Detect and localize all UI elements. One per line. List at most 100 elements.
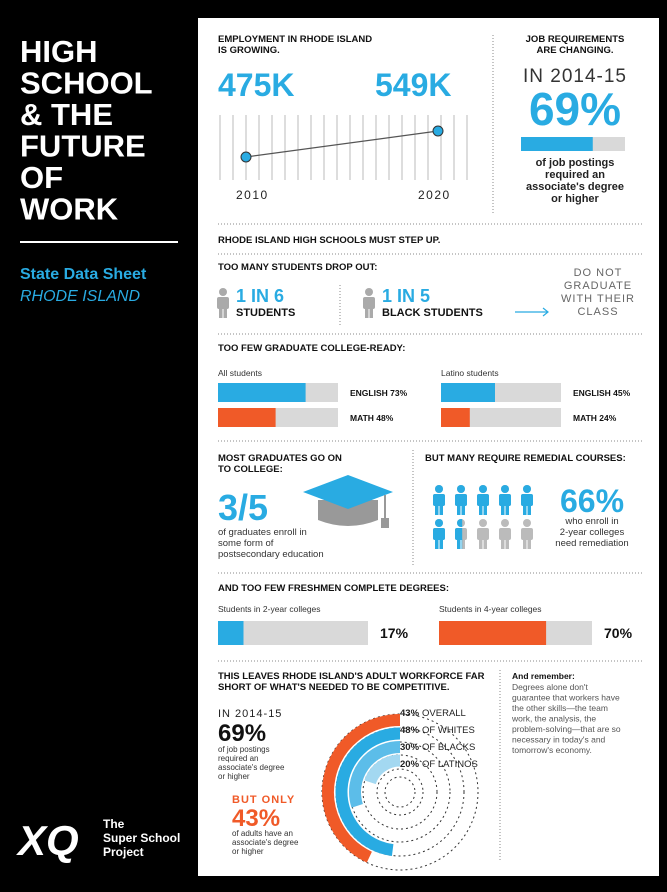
icon-body bbox=[521, 494, 533, 506]
group-name: All students bbox=[218, 368, 262, 378]
percent-value: 69% bbox=[529, 83, 621, 135]
icon-head bbox=[479, 485, 487, 493]
employment-end: 549K bbox=[375, 67, 452, 103]
sidebar-state: RHODE ISLAND bbox=[20, 288, 140, 305]
icon-head bbox=[479, 519, 487, 527]
bar-label: MATH 48% bbox=[350, 413, 394, 423]
icon-leg bbox=[457, 505, 461, 515]
bar bbox=[218, 621, 244, 645]
bar-track bbox=[441, 408, 561, 427]
person-icon bbox=[433, 519, 445, 549]
bar-label: 70% bbox=[604, 625, 633, 641]
section-title: TO COLLEGE: bbox=[218, 464, 283, 475]
section-title: EMPLOYMENT IN RHODE ISLAND bbox=[218, 34, 372, 45]
section-title: IS GROWING. bbox=[218, 45, 280, 56]
section-title: TOO MANY STUDENTS DROP OUT: bbox=[218, 262, 377, 273]
logo-text: Project bbox=[103, 845, 144, 859]
sidebar-title: WORK bbox=[20, 192, 119, 227]
bar-label: ENGLISH 45% bbox=[573, 388, 631, 398]
section-title: AND TOO FEW FRESHMEN COMPLETE DEGREES: bbox=[218, 583, 449, 594]
group-name: Students in 2-year colleges bbox=[218, 604, 321, 614]
outcome: DO NOT bbox=[574, 267, 623, 279]
reminder-title: And remember: bbox=[512, 671, 575, 681]
percent-value: 43% bbox=[232, 805, 280, 832]
ratio: 1 IN 5 bbox=[382, 286, 430, 306]
icon-leg bbox=[479, 539, 483, 549]
sidebar-title: FUTURE bbox=[20, 129, 146, 164]
note: of graduates enroll in bbox=[218, 527, 307, 538]
icon-head bbox=[457, 485, 465, 493]
bar bbox=[521, 137, 593, 151]
bar bbox=[441, 383, 495, 402]
icon-body bbox=[455, 528, 463, 540]
bar bbox=[439, 621, 547, 645]
section-title: MOST GRADUATES GO ON bbox=[218, 453, 342, 464]
ring-arc bbox=[349, 741, 401, 808]
ring-label: 20% OF LATINOS bbox=[400, 759, 478, 770]
person-icon bbox=[217, 288, 229, 318]
icon-leg bbox=[365, 308, 369, 318]
note: of adults have an bbox=[232, 829, 293, 838]
note: required an bbox=[545, 169, 605, 181]
person-icon bbox=[521, 485, 533, 515]
year-label: 2010 bbox=[236, 188, 269, 202]
icon-leg bbox=[527, 539, 531, 549]
icon-body bbox=[477, 494, 489, 506]
section-title: RHODE ISLAND HIGH SCHOOLS MUST STEP UP. bbox=[218, 235, 440, 246]
section-title: TOO FEW GRADUATE COLLEGE-READY: bbox=[218, 343, 405, 354]
sidebar-subtitle: State Data Sheet bbox=[20, 266, 147, 283]
percent-value: 69% bbox=[218, 720, 266, 747]
icon-leg bbox=[219, 308, 223, 318]
note: need remediation bbox=[555, 538, 628, 549]
ring-value: 20% bbox=[400, 759, 420, 770]
ratio-label: BLACK STUDENTS bbox=[382, 307, 483, 319]
section-title: BUT MANY REQUIRE REMEDIAL COURSES: bbox=[425, 453, 626, 464]
icon-body bbox=[217, 297, 229, 309]
note: 2-year colleges bbox=[560, 527, 625, 538]
trend-line bbox=[245, 130, 439, 158]
icon-leg bbox=[461, 539, 465, 549]
reminder-text: tomorrow's economy. bbox=[512, 745, 592, 755]
note: or higher bbox=[218, 772, 250, 781]
period: IN 2014-15 bbox=[523, 66, 627, 87]
sidebar-title: & THE bbox=[20, 97, 113, 132]
section-title: JOB REQUIREMENTS bbox=[526, 34, 625, 45]
employment-start: 475K bbox=[218, 67, 295, 103]
reminder-text: the other skills—the team bbox=[512, 703, 608, 713]
note: or higher bbox=[232, 847, 264, 856]
fraction: 3/5 bbox=[218, 487, 268, 528]
icon-body bbox=[433, 528, 445, 540]
icon-leg bbox=[479, 505, 483, 515]
year-label: 2020 bbox=[418, 188, 451, 202]
note: associate's degree bbox=[232, 838, 299, 847]
icon-leg bbox=[505, 505, 509, 515]
icon-leg bbox=[501, 539, 505, 549]
icon-leg bbox=[505, 539, 509, 549]
contrast: BUT ONLY bbox=[232, 794, 295, 806]
icon-leg bbox=[435, 539, 439, 549]
arrow bbox=[515, 307, 549, 317]
icon-head bbox=[501, 519, 509, 527]
ratio: 1 IN 6 bbox=[236, 286, 284, 306]
ring-label: 30% OF BLACKS bbox=[400, 742, 475, 753]
icon-leg bbox=[461, 539, 463, 549]
note: associate's degree bbox=[218, 763, 285, 772]
icon-leg bbox=[501, 505, 505, 515]
ratio-label: STUDENTS bbox=[236, 307, 295, 319]
icon-leg bbox=[457, 539, 461, 549]
ring-arc bbox=[322, 714, 401, 863]
trend-point bbox=[240, 151, 252, 163]
icon-leg bbox=[461, 505, 465, 515]
icon-head bbox=[435, 519, 443, 527]
bar bbox=[218, 383, 306, 402]
icon-head bbox=[365, 288, 373, 296]
outcome: CLASS bbox=[577, 306, 618, 318]
bar-label: MATH 24% bbox=[573, 413, 617, 423]
person-icon bbox=[499, 485, 511, 515]
sidebar-title: OF bbox=[20, 160, 63, 195]
bar-label: ENGLISH 73% bbox=[350, 388, 408, 398]
icon-leg bbox=[439, 539, 443, 549]
icon-head bbox=[501, 485, 509, 493]
note: or higher bbox=[551, 193, 599, 205]
percent-value: 66% bbox=[560, 483, 624, 519]
